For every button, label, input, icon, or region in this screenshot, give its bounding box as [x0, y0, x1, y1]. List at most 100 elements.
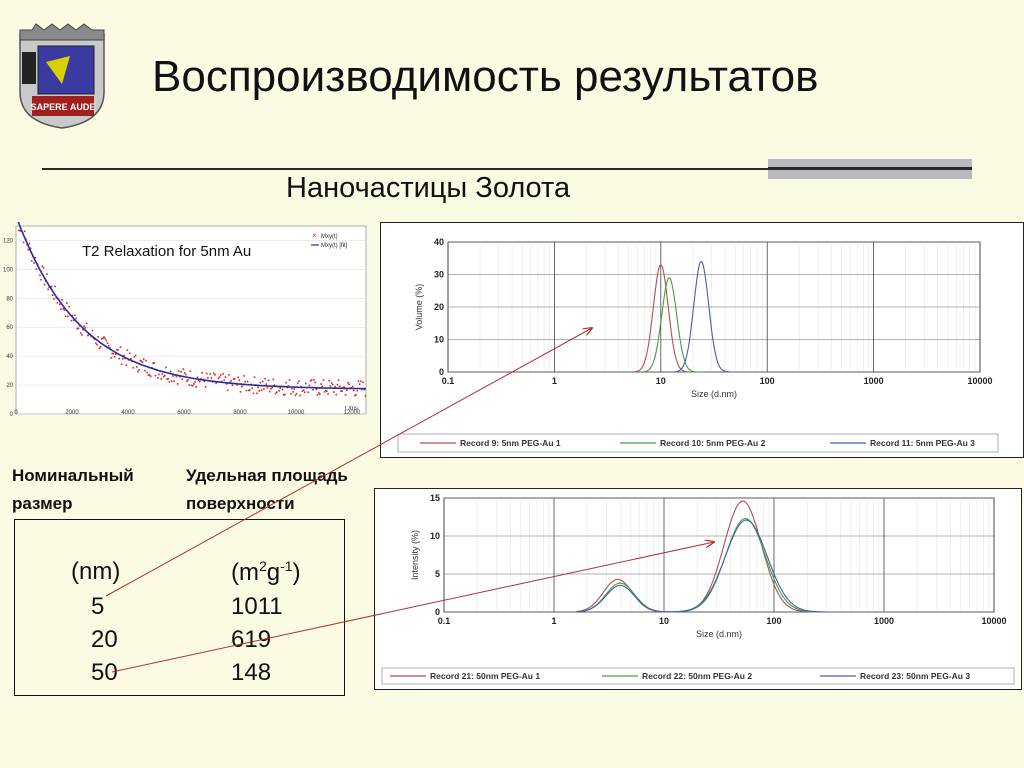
- t2-data-point: [134, 354, 137, 357]
- t2-data-point: [275, 391, 278, 394]
- t2-data-point: [74, 314, 76, 317]
- t2-data-point: [160, 377, 163, 380]
- t2-data-point: [351, 385, 354, 388]
- t2-x-tick-label: 10000: [288, 410, 305, 416]
- t2-data-point: [218, 376, 221, 378]
- t2-data-point: [81, 334, 83, 336]
- t2-data-point: [75, 317, 77, 320]
- t2-data-point: [362, 381, 364, 384]
- t2-data-point: [256, 392, 258, 395]
- t2-data-point: [239, 391, 242, 393]
- t2-data-point: [319, 393, 321, 396]
- t2-data-point: [230, 379, 233, 382]
- table-row-size: 50: [91, 659, 118, 686]
- t2-data-point: [328, 379, 331, 382]
- t2-data-point: [308, 384, 311, 387]
- t2-data-point: [268, 390, 271, 393]
- t2-data-point: [272, 378, 275, 381]
- t2-data-point: [113, 356, 116, 358]
- t2-data-point: [42, 267, 45, 269]
- t2-data-point: [252, 392, 255, 395]
- t2-x-axis-label: t /ms: [345, 406, 358, 412]
- t2-data-point: [310, 379, 313, 381]
- vol-y-tick-label: 20: [434, 302, 444, 312]
- t2-data-point: [345, 389, 348, 392]
- t2-data-point: [284, 393, 286, 396]
- t2-data-point: [330, 382, 333, 384]
- t2-data-point: [344, 394, 347, 396]
- t2-data-point: [114, 353, 117, 356]
- t2-data-point: [183, 372, 186, 374]
- t2-y-tick-label: 60: [6, 325, 13, 331]
- t2-data-point: [237, 376, 240, 379]
- size-unit-label: (nm): [71, 558, 121, 585]
- intensity-distribution-chart: 0.1 1 10 100 1000 10000 0 5 10 15 Intensity (%) S…: [374, 488, 1022, 690]
- t2-data-point: [61, 299, 63, 301]
- t2-data-point: [184, 373, 187, 376]
- t2-data-point: [261, 380, 264, 383]
- t2-data-point: [51, 294, 54, 296]
- table-row-area: 148: [231, 659, 272, 686]
- t2-data-point: [329, 385, 332, 387]
- t2-data-point: [39, 274, 41, 277]
- t2-data-point: [142, 358, 145, 360]
- t2-data-point: [110, 357, 112, 359]
- t2-data-point: [172, 375, 174, 377]
- t2-data-point: [167, 378, 170, 380]
- intensity-chart-frame: [374, 488, 1022, 690]
- t2-data-point: [33, 262, 35, 264]
- t2-data-point: [246, 380, 249, 383]
- vol-legend-entry: Record 10: 5nm PEG-Au 2: [660, 438, 766, 448]
- t2-data-point: [358, 383, 361, 385]
- t2-x-tick-label: 2000: [65, 410, 79, 416]
- slide-subtitle: Наночастицы Золота: [286, 172, 571, 204]
- t2-legend-entry-fit: Mxy(t) [fit]: [321, 243, 348, 249]
- t2-data-point: [46, 273, 48, 275]
- t2-data-point: [153, 362, 156, 364]
- t2-data-point: [77, 327, 80, 330]
- t2-data-point: [27, 248, 30, 251]
- t2-data-point: [62, 307, 65, 310]
- t2-data-point: [322, 379, 325, 381]
- t2-data-point: [327, 393, 329, 395]
- t2-data-point: [359, 380, 362, 383]
- t2-data-point: [278, 390, 280, 392]
- t2-data-point: [263, 388, 265, 390]
- t2-data-point: [97, 336, 100, 338]
- t2-data-point: [233, 377, 236, 380]
- int-x-tick-label: 100: [766, 616, 781, 626]
- t2-data-point: [243, 375, 245, 377]
- t2-data-point: [222, 373, 224, 375]
- t2-data-point: [315, 388, 318, 391]
- t2-data-point: [205, 372, 208, 375]
- t2-data-point: [204, 386, 207, 388]
- t2-data-point: [47, 288, 49, 291]
- t2-data-point: [145, 359, 147, 362]
- slide-title: Воспроизводимость результатов: [152, 52, 819, 101]
- t2-data-point: [357, 380, 360, 383]
- t2-data-point: [314, 381, 317, 384]
- vol-x-tick-label: 10000: [967, 376, 992, 386]
- vol-x-tick-label: 1000: [864, 376, 884, 386]
- t2-chart-title: T2 Relaxation for 5nm Au: [82, 243, 251, 260]
- t2-legend-marker-points: ×: [312, 231, 317, 240]
- t2-data-point: [201, 371, 203, 374]
- vol-x-tick-label: 1: [552, 376, 557, 386]
- t2-data-point: [146, 371, 149, 374]
- table-row-size: 5: [91, 593, 105, 620]
- t2-data-point: [22, 241, 25, 244]
- t2-data-point: [253, 376, 256, 378]
- t2-data-point: [158, 373, 160, 376]
- t2-data-point: [68, 305, 70, 308]
- t2-data-point: [209, 373, 212, 375]
- t2-data-point: [82, 328, 84, 331]
- t2-data-point: [169, 370, 172, 373]
- t2-data-point: [299, 394, 301, 397]
- t2-data-point: [71, 314, 74, 317]
- t2-data-point: [34, 256, 37, 259]
- t2-data-point: [186, 380, 188, 383]
- t2-data-point: [289, 393, 292, 395]
- t2-data-point: [23, 230, 26, 233]
- vol-legend-entry: Record 11: 5nm PEG-Au 3: [870, 438, 975, 448]
- nominal-size-header: Номинальный размер: [12, 462, 134, 518]
